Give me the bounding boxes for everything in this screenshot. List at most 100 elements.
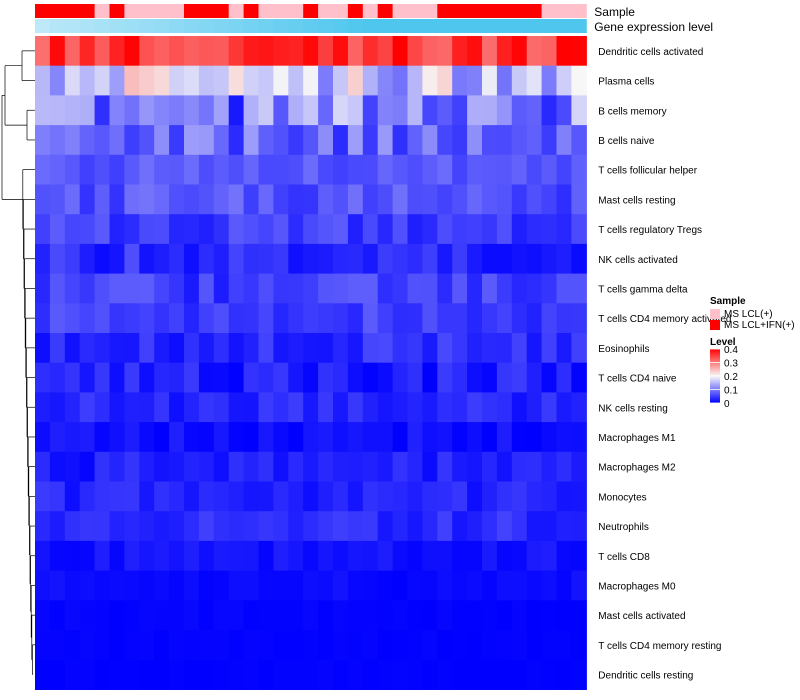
heatmap-cell	[541, 303, 558, 334]
heatmap-cell	[556, 570, 572, 601]
heatmap-cell	[154, 659, 170, 690]
heatmap-cell	[467, 36, 483, 67]
heatmap-cell	[154, 154, 170, 186]
heatmap-cell	[362, 540, 379, 572]
heatmap-cell	[482, 65, 498, 96]
heatmap-cell	[124, 65, 140, 96]
heatmap-cell	[213, 154, 230, 186]
heatmap-cell	[377, 36, 394, 67]
heatmap-cell	[571, 392, 587, 423]
heatmap-cell	[228, 303, 245, 334]
heatmap-cell	[318, 36, 334, 67]
heatmap-cell	[511, 214, 528, 245]
heatmap-cell	[154, 184, 170, 215]
heatmap-cell	[35, 273, 51, 304]
heatmap-cell	[169, 333, 185, 364]
heatmap-cell	[556, 303, 572, 334]
heatmap-cell	[511, 659, 528, 690]
heatmap-cell	[273, 333, 289, 364]
heatmap-cell	[392, 243, 409, 275]
heatmap-cell	[556, 65, 572, 96]
sample-annotation-cell	[184, 4, 200, 18]
heatmap-cell	[139, 214, 155, 245]
heatmap-cell	[303, 600, 319, 631]
heatmap-cell	[213, 333, 230, 364]
heatmap-cell	[109, 422, 125, 453]
heatmap-cell	[333, 659, 349, 690]
sample-annotation-cell	[526, 4, 543, 18]
heatmap-cell	[273, 303, 289, 334]
heatmap-cell	[556, 540, 572, 572]
heatmap-cell	[333, 303, 349, 334]
heatmap-cell	[377, 392, 394, 423]
heatmap-cell	[154, 65, 170, 96]
heatmap-cell	[273, 481, 289, 512]
heatmap-cell	[35, 451, 51, 483]
heatmap-cell	[452, 540, 468, 572]
row-label: T cells regulatory Tregs	[598, 225, 702, 236]
heatmap-cell	[139, 333, 155, 364]
heatmap-cell	[198, 65, 215, 96]
heatmap-cell	[303, 362, 319, 393]
heatmap-cell	[482, 392, 498, 423]
heatmap-cell	[362, 570, 379, 601]
heatmap-cell	[467, 95, 483, 126]
heatmap-cell	[35, 303, 51, 334]
heatmap-cell	[422, 540, 438, 572]
heatmap-cell	[362, 659, 379, 690]
heatmap-cell	[273, 422, 289, 453]
sample-legend-title: Sample	[710, 296, 746, 307]
heatmap-cell	[213, 95, 230, 126]
heatmap-cell	[273, 362, 289, 393]
heatmap-cell	[64, 511, 81, 542]
heatmap-cell	[571, 659, 587, 690]
heatmap-cell	[333, 511, 349, 542]
heatmap-cell	[198, 154, 215, 186]
heatmap-cell	[541, 392, 558, 423]
heatmap-cell	[392, 570, 409, 601]
heatmap-cell	[64, 303, 81, 334]
heatmap-cell	[258, 303, 274, 334]
heatmap-cell	[377, 422, 394, 453]
heatmap-cell	[571, 303, 587, 334]
heatmap-cell	[243, 540, 260, 572]
sample-annotation-cell	[333, 4, 349, 18]
heatmap-cell	[437, 214, 453, 245]
heatmap-cell	[422, 511, 438, 542]
heatmap-cell	[496, 540, 513, 572]
sample-annotation-cell	[139, 4, 155, 18]
heatmap-cell	[407, 184, 423, 215]
heatmap-cell	[362, 451, 379, 483]
heatmap-cell	[422, 125, 438, 156]
heatmap-cell	[288, 600, 304, 631]
heatmap-cell	[303, 511, 319, 542]
heatmap-cell	[288, 303, 304, 334]
heatmap-cell	[213, 303, 230, 334]
heatmap-cell	[198, 303, 215, 334]
heatmap-cell	[318, 600, 334, 631]
heatmap-cell	[422, 243, 438, 275]
heatmap-cell	[124, 451, 140, 483]
heatmap-cell	[571, 36, 587, 67]
heatmap-cell	[184, 511, 200, 542]
heatmap-cell	[437, 125, 453, 156]
heatmap-cell	[541, 184, 558, 215]
sample-annotation-cell	[64, 4, 81, 18]
heatmap-cell	[407, 95, 423, 126]
heatmap-cell	[347, 392, 364, 423]
heatmap-cell	[258, 600, 274, 631]
heatmap-cell	[467, 422, 483, 453]
heatmap-cell	[541, 659, 558, 690]
heatmap-cell	[347, 214, 364, 245]
row-label: Neutrophils	[598, 522, 649, 533]
heatmap-cell	[541, 95, 558, 126]
level-legend-tick-label: 0	[724, 399, 730, 410]
heatmap-cell	[437, 511, 453, 542]
heatmap-cell	[467, 511, 483, 542]
heatmap-cell	[154, 125, 170, 156]
heatmap-cell	[228, 273, 245, 304]
heatmap-cell	[49, 184, 66, 215]
heatmap-cell	[452, 362, 468, 393]
heatmap-cell	[437, 303, 453, 334]
sample-annotation-cell	[35, 4, 51, 18]
